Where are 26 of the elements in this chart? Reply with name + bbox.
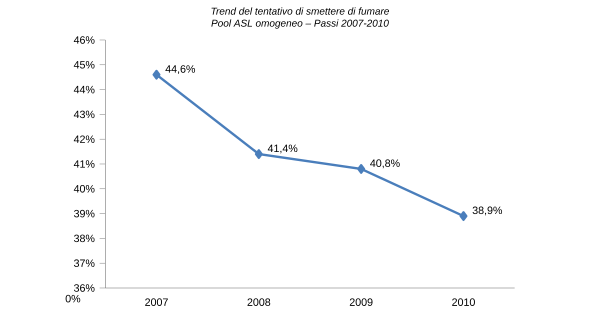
y-tick-label: 39% — [74, 210, 95, 218]
data-label: 40,8% — [370, 159, 400, 168]
text: 0% — [66, 294, 80, 302]
y-tick-label: 44% — [74, 86, 95, 94]
y-tick-label: 40% — [74, 185, 95, 193]
y-tick-label: 36% — [74, 284, 95, 292]
data-label: 41,4% — [268, 144, 298, 154]
x-tick-label: 2010 — [452, 298, 475, 306]
chart-subtitle: Pool ASL omogeneo – Passi 2007-2010 — [211, 19, 389, 29]
x-tick-label: 2007 — [145, 298, 168, 306]
y-tick-label: 41% — [74, 160, 95, 168]
y-tick-label: 42% — [74, 135, 95, 143]
y-tick-label: 43% — [74, 110, 95, 118]
data-label: 44,6% — [165, 65, 196, 74]
y-tick-label: 37% — [74, 259, 95, 267]
point — [152, 70, 161, 80]
y-tick-label: 45% — [74, 61, 95, 69]
point — [459, 211, 468, 222]
data-label: 38,9% — [472, 206, 502, 216]
y-tick-label: 38% — [74, 234, 95, 242]
x-tick-label: 2008 — [248, 298, 270, 306]
point — [254, 149, 263, 160]
x-tick-label: 2009 — [350, 298, 373, 306]
y-tick-label: 46% — [74, 36, 95, 44]
chart-title: Trend del tentativo di smettere di fumare — [212, 7, 389, 15]
point — [357, 164, 366, 174]
